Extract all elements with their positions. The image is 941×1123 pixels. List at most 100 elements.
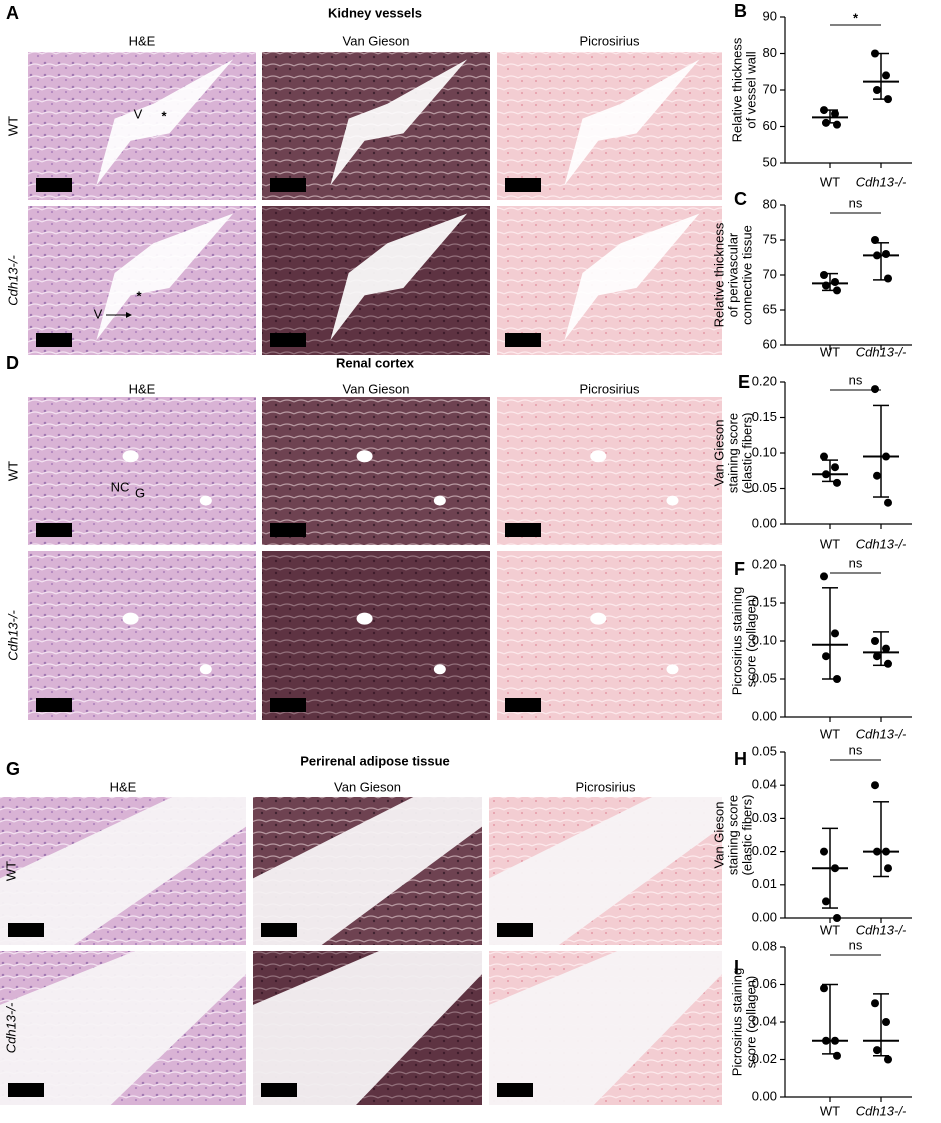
y-tick-label: 0.00 — [752, 909, 777, 924]
x-tick-label: WT — [820, 344, 840, 359]
row-label: Cdh13-/- — [5, 255, 20, 306]
vessel-lumen — [330, 213, 468, 341]
vessel-lumen — [666, 495, 679, 506]
column-label: Picrosirius — [576, 779, 636, 794]
panel-letter: A — [6, 3, 19, 23]
x-tick-label: WT — [820, 536, 840, 551]
column-label: H&E — [110, 779, 137, 794]
vessel-lumen — [330, 59, 468, 186]
vessel-lumen — [433, 664, 446, 675]
data-point — [882, 250, 890, 258]
y-axis-label: (elastic fibers) — [739, 413, 754, 494]
data-point — [820, 271, 828, 279]
y-axis-label: Relative thickness — [711, 222, 726, 327]
data-point — [871, 637, 879, 645]
data-point — [831, 864, 839, 873]
scale-bar — [505, 698, 541, 712]
data-point — [882, 452, 890, 461]
vessel-lumen — [666, 664, 679, 675]
histology-image — [262, 397, 490, 545]
x-tick-label: Cdh13-/- — [856, 922, 907, 937]
vessel-lumen — [96, 213, 234, 341]
y-axis-label: score (collagen) — [743, 976, 758, 1069]
y-tick-label: 0.10 — [752, 444, 777, 459]
y-axis-label: of vessel wall — [743, 51, 758, 128]
adipose-region — [253, 951, 482, 1105]
y-axis-label: Van Gieson — [711, 420, 726, 487]
column-label: Van Gieson — [343, 33, 410, 48]
data-point — [820, 847, 828, 856]
x-tick-label: Cdh13-/- — [856, 174, 907, 189]
y-axis-label: Picrosirius staining — [729, 968, 744, 1076]
scale-bar — [270, 178, 306, 192]
scale-bar — [497, 923, 533, 937]
y-tick-label: 70 — [763, 81, 777, 96]
y-tick-label: 0.06 — [752, 976, 777, 991]
data-point — [833, 1051, 841, 1060]
row-label: WT — [5, 461, 20, 481]
y-tick-label: 90 — [763, 8, 777, 23]
scale-bar — [270, 523, 306, 537]
panel-letter: C — [734, 189, 747, 209]
panel-letter: B — [734, 1, 747, 21]
data-point — [884, 1055, 892, 1064]
x-tick-label: WT — [820, 174, 840, 189]
adipose-region — [489, 951, 722, 1105]
data-point — [820, 452, 828, 461]
image-annotation: NC — [111, 479, 130, 494]
data-point — [831, 278, 839, 286]
significance-label: * — [853, 10, 859, 25]
y-tick-label: 70 — [763, 266, 777, 281]
scale-bar — [505, 523, 541, 537]
x-tick-label: Cdh13-/- — [856, 1103, 907, 1118]
data-point — [833, 478, 841, 487]
significance-label: ns — [849, 195, 863, 210]
y-tick-label: 0.05 — [752, 670, 777, 685]
y-tick-label: 60 — [763, 118, 777, 133]
data-point — [822, 897, 830, 906]
data-point — [833, 675, 841, 683]
data-point — [833, 120, 841, 129]
y-tick-label: 0.15 — [752, 594, 777, 609]
x-tick-label: Cdh13-/- — [856, 726, 907, 741]
data-point — [833, 914, 841, 922]
histology-image — [28, 551, 256, 720]
image-annotation: * — [161, 108, 167, 123]
y-axis-label: of perivascular — [725, 232, 740, 317]
y-axis-label: Relative thickness — [729, 37, 744, 142]
y-tick-label: 0.02 — [752, 843, 777, 858]
scale-bar — [505, 178, 541, 192]
image-annotation: G — [135, 485, 145, 500]
vessel-lumen — [122, 450, 139, 463]
data-point — [820, 106, 828, 115]
data-point — [871, 236, 879, 244]
y-tick-label: 0.00 — [752, 708, 777, 723]
data-point — [873, 251, 881, 260]
scale-bar — [261, 1083, 297, 1097]
panel-letter: F — [734, 559, 745, 579]
row-label: Cdh13-/- — [5, 610, 20, 661]
y-tick-label: 0.04 — [752, 777, 777, 792]
scale-bar — [36, 178, 72, 192]
y-tick-label: 0.00 — [752, 515, 777, 530]
y-tick-label: 0.02 — [752, 1051, 777, 1066]
vessel-lumen — [564, 213, 700, 341]
data-point — [820, 572, 828, 581]
y-axis-label: Van Gieson — [711, 802, 726, 869]
data-point — [871, 999, 879, 1008]
panel-letter: D — [6, 353, 19, 373]
histology-image — [262, 551, 490, 720]
scale-bar — [505, 333, 541, 347]
y-tick-label: 75 — [763, 231, 777, 246]
vessel-lumen — [590, 612, 607, 625]
y-tick-label: 0.00 — [752, 1088, 777, 1103]
data-point — [882, 847, 890, 856]
x-tick-label: Cdh13-/- — [856, 536, 907, 551]
data-point — [884, 95, 892, 104]
panel-title: Kidney vessels — [328, 5, 422, 20]
vessel-lumen — [199, 495, 212, 506]
y-axis-label: score (collagen) — [743, 595, 758, 688]
panel-letter: E — [738, 372, 750, 392]
data-point — [873, 471, 881, 480]
